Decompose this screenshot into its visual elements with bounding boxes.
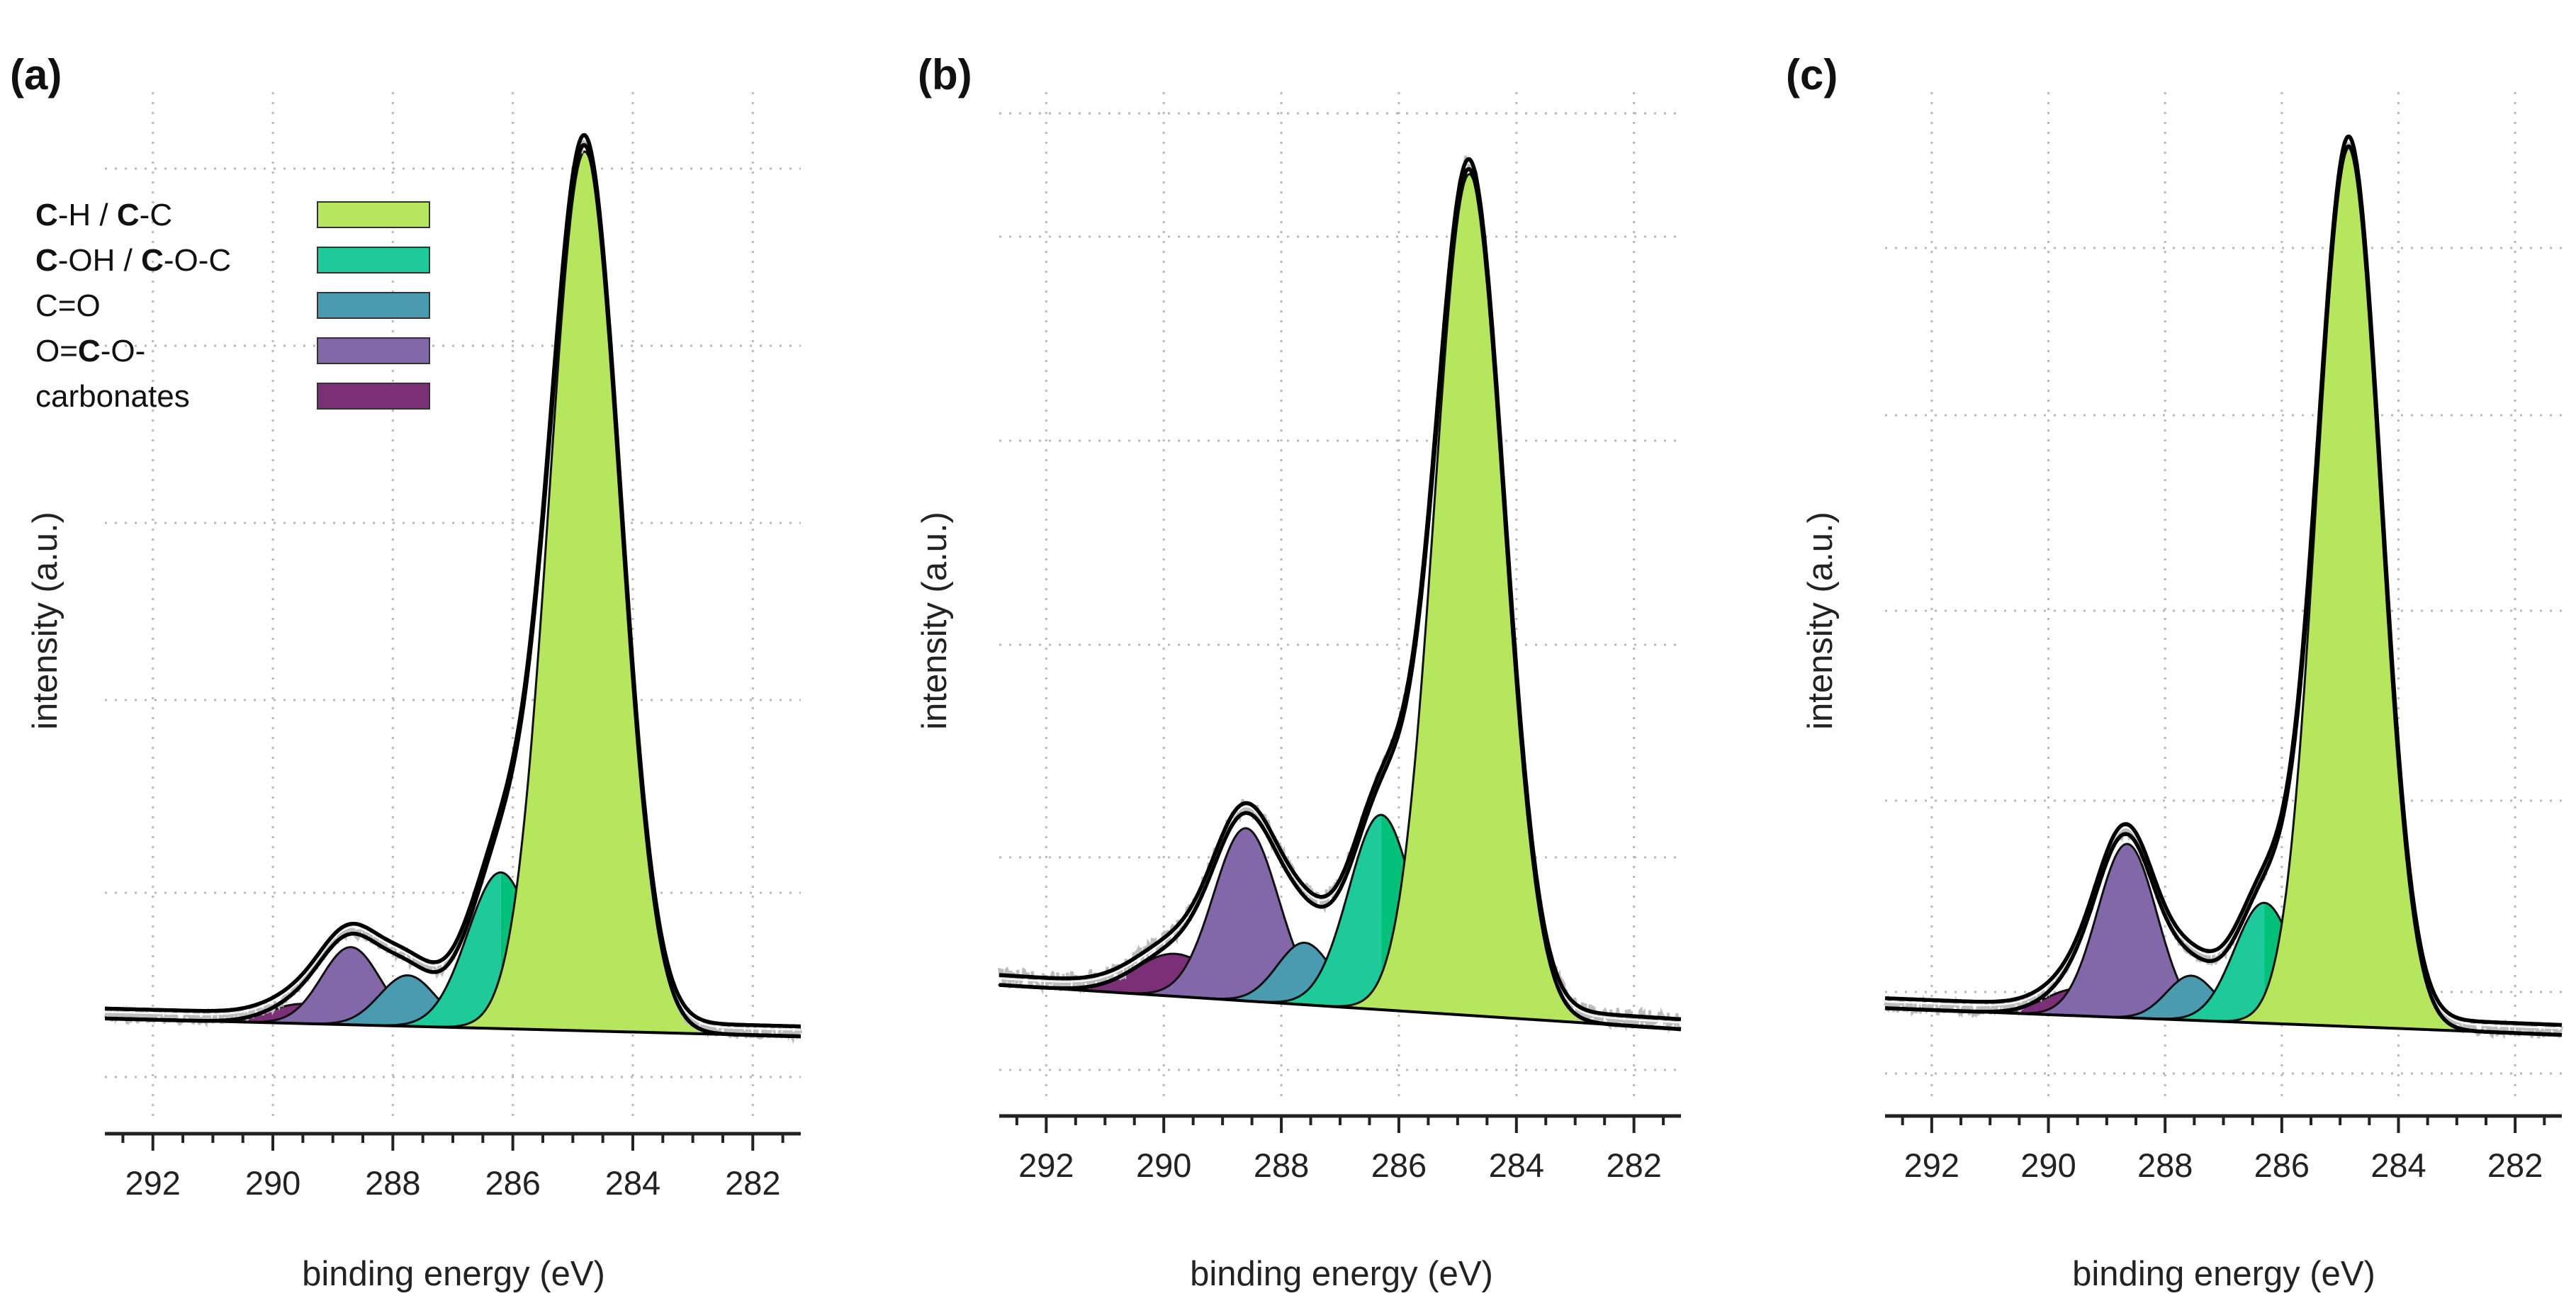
grid-a — [105, 92, 801, 1120]
x-tick-label-284: 284 — [605, 1164, 660, 1202]
panel-b: 292 290 288 286 284 282 (b) intensity (a.u.) … — [916, 51, 1682, 1293]
peak-fill-left-3 — [1198, 815, 1382, 1010]
background-line — [999, 983, 1682, 1031]
fit-envelope — [1884, 144, 2563, 1037]
x-tick-label-284: 284 — [2370, 1146, 2426, 1184]
x-tick-label-292: 292 — [125, 1164, 181, 1202]
xlabel-b: binding energy (eV) — [1190, 1255, 1493, 1293]
legend-label: C-OH / C-O-C — [35, 243, 231, 278]
x-tick-label-290: 290 — [245, 1164, 300, 1202]
x-tick-label-286: 286 — [1371, 1146, 1427, 1184]
legend-label: O=C-O- — [35, 334, 145, 368]
x-tick-label-292: 292 — [1018, 1146, 1074, 1184]
panel-label-b: (b) — [918, 51, 972, 98]
x-tick-label-288: 288 — [1254, 1146, 1309, 1184]
peak-component-4 — [382, 150, 788, 1037]
fit-envelope-highlight — [1884, 139, 2563, 1030]
legend-entry-coh: C-OH / C-O-C — [35, 243, 430, 278]
x-tick-label-290: 290 — [1136, 1146, 1191, 1184]
legend-swatch — [317, 201, 430, 228]
measured-spectrum — [998, 155, 1682, 1034]
ylabel-a: intensity (a.u.) — [26, 512, 64, 730]
x-tick-label-286: 286 — [485, 1164, 540, 1202]
xlabel-a: binding energy (eV) — [302, 1255, 605, 1293]
fit-envelope-upper — [1884, 134, 2563, 1027]
panel-c: 292 290 288 286 284 282 (c) intensity (a.u.) … — [1786, 51, 2563, 1293]
legend-label: C-H / C-C — [35, 198, 172, 232]
legend-entry-carb: carbonates — [35, 379, 430, 414]
ylabel-c: intensity (a.u.) — [1801, 512, 1840, 730]
x-tick-label-282: 282 — [1606, 1146, 1661, 1184]
x-tick-label-282: 282 — [2487, 1146, 2543, 1184]
legend-swatch — [317, 337, 430, 364]
x-tick-label-288: 288 — [2137, 1146, 2193, 1184]
panel-label-c: (c) — [1786, 51, 1838, 98]
plot-area-b — [998, 155, 1682, 1034]
x-axis-a: 292 290 288 286 284 282 — [105, 1132, 801, 1202]
legend-entry-ococ: O=C-O- — [35, 334, 430, 368]
peak-fill-left-3 — [313, 872, 501, 1029]
legend-swatch — [317, 292, 430, 319]
legend-swatch — [317, 383, 430, 410]
legend-swatch — [317, 247, 430, 274]
fit-envelope-upper — [999, 157, 1682, 1022]
measured-spectrum — [1884, 141, 2563, 1039]
fit-envelope — [999, 167, 1682, 1032]
peak-fill-left-3 — [2096, 903, 2265, 1023]
xlabel-c: binding energy (eV) — [2072, 1255, 2375, 1293]
legend-entry-ch: C-H / C-C — [35, 198, 430, 232]
x-tick-label-286: 286 — [2254, 1146, 2310, 1184]
ylabel-b: intensity (a.u.) — [916, 512, 954, 730]
x-tick-label-282: 282 — [725, 1164, 780, 1202]
plot-area-a — [103, 133, 802, 1044]
plot-area-c — [1884, 134, 2563, 1039]
legend-label: C=O — [35, 288, 101, 323]
legend-entry-co: C=O — [35, 288, 430, 323]
x-tick-label-290: 290 — [2020, 1146, 2076, 1184]
x-tick-label-284: 284 — [1489, 1146, 1544, 1184]
panel-label-a: (a) — [10, 51, 62, 98]
x-axis-c: 292 290 288 286 284 282 — [1885, 1114, 2562, 1184]
panel-a: 292 290 288 286 284 282 (a) intensity (a.u.) … — [10, 51, 802, 1293]
fit-envelope — [105, 142, 801, 1039]
x-tick-label-288: 288 — [365, 1164, 420, 1202]
legend: C-H / C-C C-OH / C-O-C C=O O=C-O-carbonates — [35, 198, 430, 414]
fit-envelope-upper — [105, 133, 801, 1029]
legend-label: carbonates — [35, 379, 190, 414]
peak-component-4 — [2166, 147, 2532, 1035]
fit-envelope-highlight — [999, 162, 1682, 1024]
x-axis-b: 292 290 288 286 284 282 — [999, 1114, 1681, 1184]
x-tick-label-292: 292 — [1904, 1146, 1959, 1184]
